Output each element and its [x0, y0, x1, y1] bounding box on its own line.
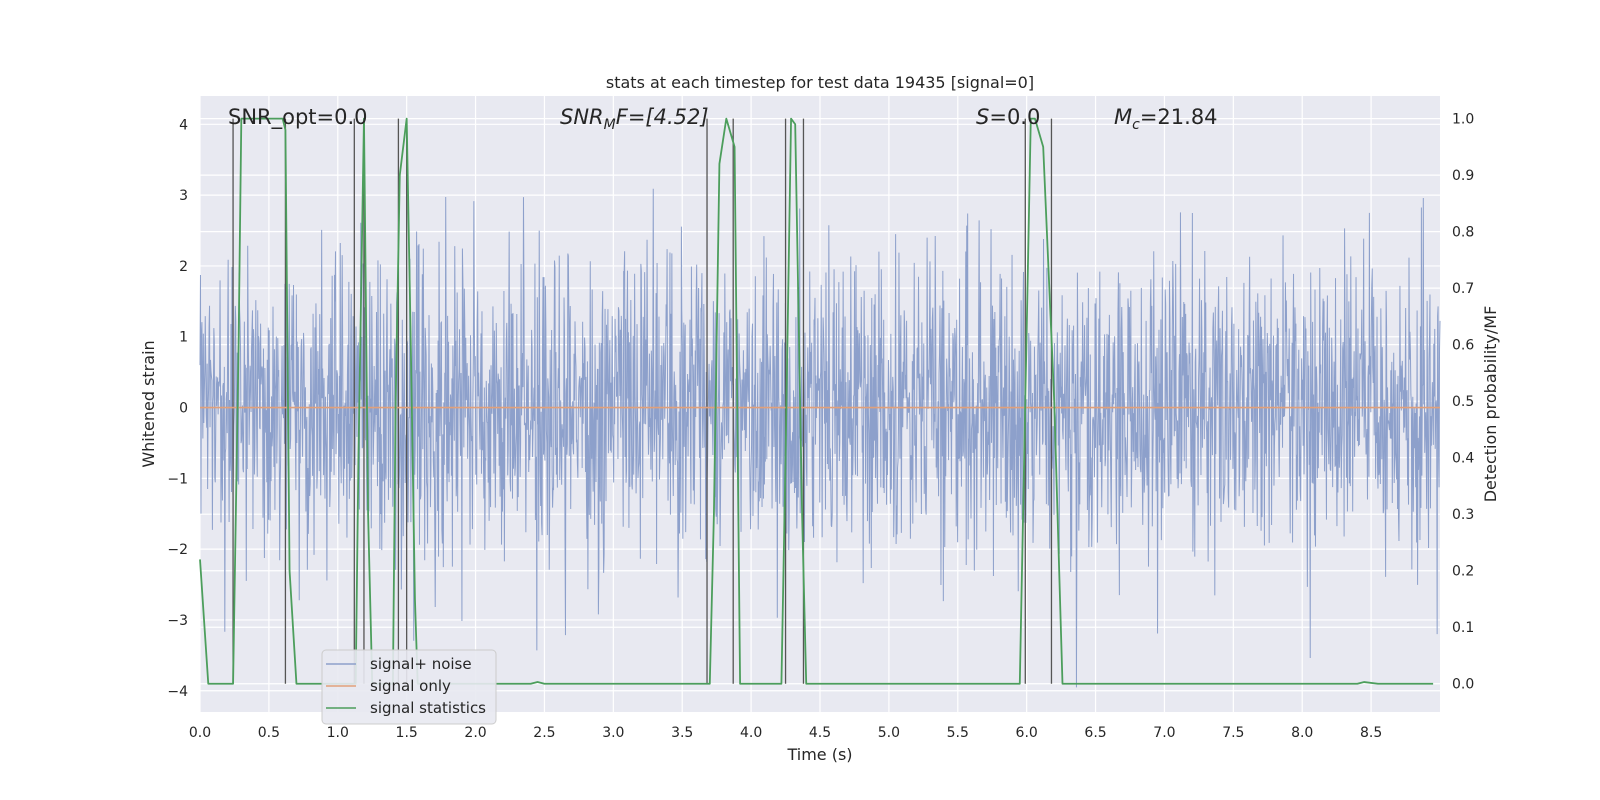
- annotation-s: S=0.0: [976, 105, 1040, 129]
- y2-tick-label: 0.5: [1452, 394, 1474, 410]
- y-tick-label: −2: [167, 542, 188, 558]
- y-tick-label: −3: [167, 613, 188, 629]
- legend-label-signal-only: signal only: [370, 677, 451, 695]
- legend-box: [321, 649, 497, 725]
- x-tick-label: 3.0: [602, 725, 624, 741]
- x-tick-label: 6.5: [1084, 725, 1106, 741]
- y2-tick-label: 0.1: [1452, 620, 1474, 636]
- x-tick-label: 5.0: [878, 725, 900, 741]
- x-tick-label: 3.5: [671, 725, 693, 741]
- snr-mf-subscript: M: [604, 117, 616, 133]
- y2-tick-label: 0.7: [1452, 281, 1474, 297]
- x-tick-label: 0.5: [258, 725, 280, 741]
- y2-tick-label: 0.0: [1452, 677, 1474, 693]
- x-tick-label: 7.5: [1222, 725, 1244, 741]
- x-tick-label: 8.5: [1360, 725, 1382, 741]
- y-tick-label: −4: [167, 684, 188, 700]
- y2-tick-label: 0.4: [1452, 451, 1474, 467]
- signal-statistics-series: [199, 117, 1434, 685]
- snr-mf-symbol: SNR: [560, 105, 604, 129]
- legend-label-signal-plus-noise: signal+ noise: [370, 655, 472, 673]
- legend: signal+ noise signal only signal statist…: [321, 649, 497, 725]
- x-tick-label: 0.0: [189, 725, 211, 741]
- snr-mf-value: F=[4.52]: [616, 105, 709, 129]
- y-axis-title: Whitened strain: [139, 340, 158, 467]
- s-value: =0.0: [989, 105, 1040, 129]
- y-tick-label: −1: [167, 471, 188, 487]
- y-tick-label: 2: [179, 259, 188, 275]
- y-ticks: 4 3 2 1 0 −1 −2 −3 −4: [167, 117, 188, 699]
- x-tick-label: 5.5: [947, 725, 969, 741]
- y2-tick-label: 0.9: [1452, 168, 1474, 184]
- y2-ticks: 1.0 0.9 0.8 0.7 0.6 0.5 0.4 0.3 0.2 0.1 0.0: [1452, 112, 1474, 693]
- mc-subscript: c: [1132, 117, 1140, 133]
- y2-axis-title: Detection probability/MF: [1481, 306, 1500, 503]
- y2-tick-label: 1.0: [1452, 112, 1474, 128]
- x-tick-label: 2.0: [464, 725, 486, 741]
- x-tick-label: 8.0: [1291, 725, 1313, 741]
- annotation-mc: Mc=21.84: [1114, 105, 1218, 133]
- signal-statistics-line: [199, 117, 1434, 685]
- x-tick-label: 2.5: [533, 725, 555, 741]
- x-tick-label: 1.5: [396, 725, 418, 741]
- annotation-snr-mf: SNRMF=[4.52]: [560, 105, 709, 133]
- legend-label-signal-statistics: signal statistics: [370, 699, 486, 717]
- y-tick-label: 1: [179, 330, 188, 346]
- annotation-snr-opt: SNR_opt=0.0: [228, 105, 368, 130]
- x-tick-label: 6.0: [1016, 725, 1038, 741]
- mc-value: =21.84: [1140, 105, 1218, 129]
- mc-symbol: M: [1114, 105, 1132, 129]
- y2-tick-label: 0.2: [1452, 564, 1474, 580]
- y-tick-label: 0: [179, 401, 188, 417]
- y2-tick-label: 0.6: [1452, 338, 1474, 354]
- y2-tick-label: 0.3: [1452, 507, 1474, 523]
- x-tick-label: 7.0: [1153, 725, 1175, 741]
- x-axis-title: Time (s): [786, 745, 852, 764]
- y2-tick-label: 0.8: [1452, 225, 1474, 241]
- chart-title: stats at each timestep for test data 194…: [606, 73, 1034, 92]
- s-symbol: S: [976, 105, 989, 129]
- x-ticks: 0.0 0.5 1.0 1.5 2.0 2.5 3.0 3.5 4.0 4.5 5.0 5.5 6.0 6…: [189, 725, 1382, 741]
- x-tick-label: 1.0: [327, 725, 349, 741]
- y-tick-label: 4: [179, 117, 188, 133]
- x-tick-label: 4.5: [809, 725, 831, 741]
- y-tick-label: 3: [179, 188, 188, 204]
- x-tick-label: 4.0: [740, 725, 762, 741]
